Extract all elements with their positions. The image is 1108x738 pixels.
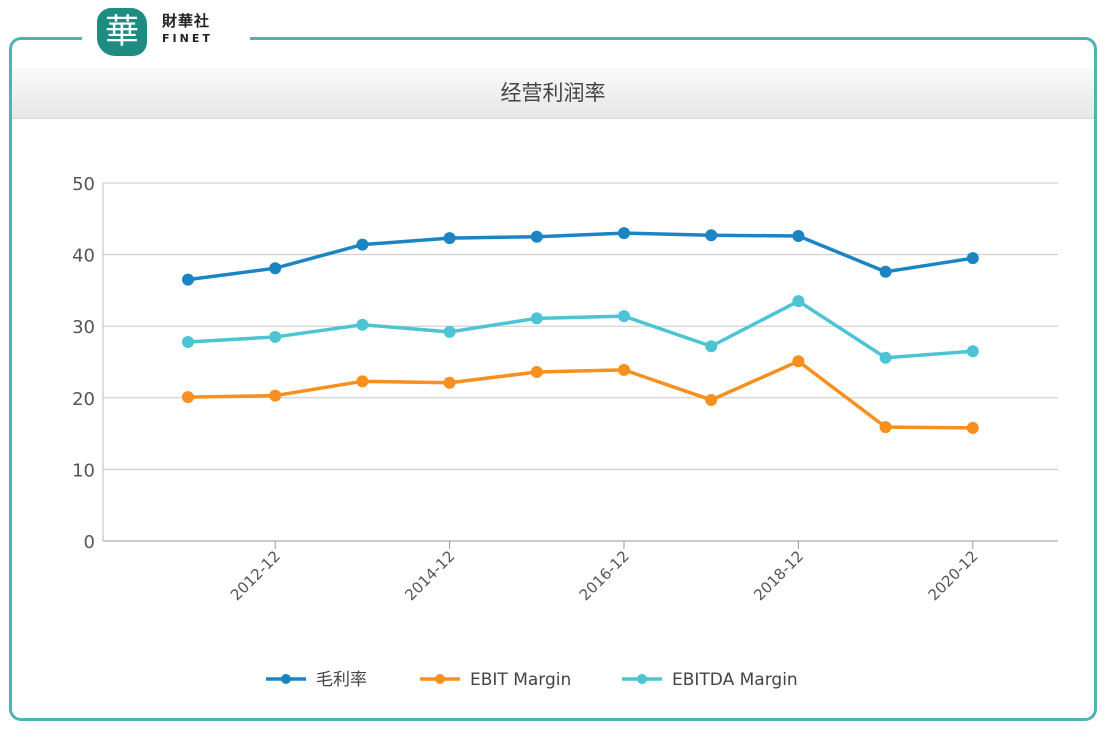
data-point: [705, 229, 718, 242]
data-point: [530, 366, 543, 379]
data-point: [356, 375, 369, 388]
data-point: [879, 351, 892, 364]
legend-marker: [281, 674, 291, 684]
data-point: [618, 310, 630, 323]
y-tick-label: 20: [72, 389, 95, 410]
chart-title: 经营利润率: [12, 68, 1094, 119]
y-tick-label: 30: [72, 317, 95, 338]
data-point: [966, 345, 979, 358]
logo-chinese-text: 財華社: [162, 12, 211, 30]
data-point: [705, 340, 718, 353]
legend-marker: [637, 674, 647, 684]
legend-label: 毛利率: [316, 670, 367, 690]
data-point: [530, 312, 543, 325]
data-point: [792, 355, 805, 368]
series-line-2: [187, 299, 973, 360]
series-line-1: [187, 359, 973, 430]
data-point: [530, 230, 543, 243]
legend-label: EBITDA Margin: [672, 670, 798, 690]
legend-label: EBIT Margin: [470, 670, 571, 690]
y-tick-label: 10: [72, 460, 95, 481]
finet-logo-mark: 華: [97, 8, 147, 56]
data-point: [966, 252, 979, 265]
data-point: [792, 295, 805, 308]
data-point: [792, 229, 805, 242]
y-tick-label: 50: [72, 174, 95, 195]
data-point: [618, 227, 630, 240]
y-tick-label: 40: [72, 246, 95, 267]
y-tick-label: 0: [84, 532, 95, 553]
data-point: [705, 393, 718, 406]
data-point: [269, 389, 282, 402]
logo-english-text: FINET: [162, 32, 213, 45]
data-point: [182, 391, 194, 404]
data-point: [443, 376, 456, 389]
data-point: [443, 232, 456, 245]
x-tick-label: 2012-12: [227, 547, 284, 604]
x-tick-label: 2018-12: [750, 547, 807, 604]
data-point: [879, 421, 892, 434]
data-point: [269, 330, 282, 343]
data-point: [879, 265, 892, 278]
data-point: [356, 318, 369, 331]
data-point: [356, 238, 369, 251]
series-line-0: [187, 231, 974, 282]
legend-marker: [435, 674, 445, 684]
x-tick-label: 2016-12: [576, 547, 633, 604]
data-point: [966, 421, 979, 434]
x-tick-label: 2020-12: [925, 547, 982, 604]
data-point: [618, 363, 630, 376]
data-point: [182, 335, 194, 348]
data-point: [269, 262, 282, 275]
data-point: [182, 273, 194, 286]
x-tick-label: 2014-12: [401, 547, 458, 604]
chart-frame: [9, 37, 1097, 721]
data-point: [443, 325, 456, 338]
